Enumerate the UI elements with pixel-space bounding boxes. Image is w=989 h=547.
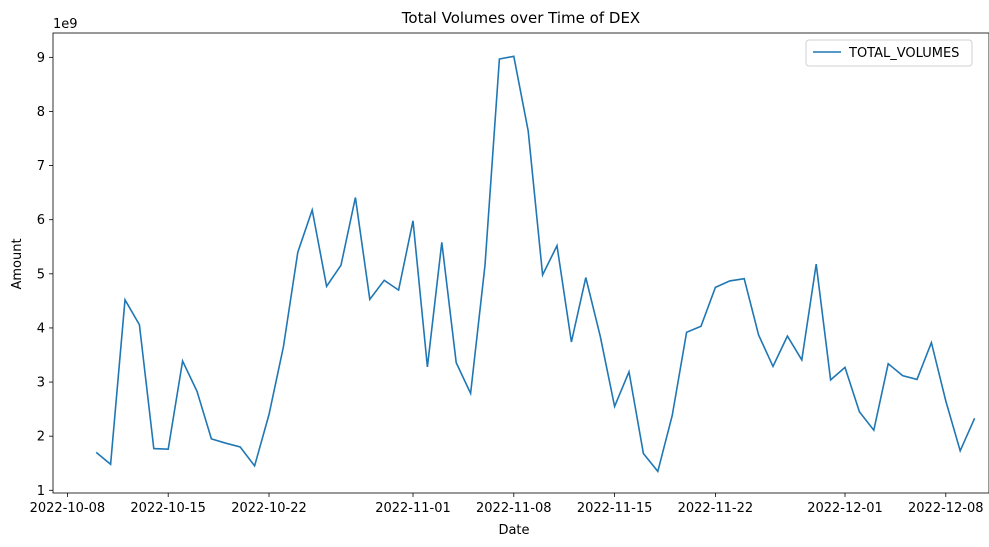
y-tick-label: 7 [37, 159, 45, 174]
x-tick-label: 2022-10-15 [130, 501, 206, 516]
y-axis-ticks: 1 2 3 4 5 6 7 8 9 [37, 51, 53, 499]
legend: TOTAL_VOLUMES [805, 39, 973, 67]
x-tick-label: 2022-11-22 [678, 501, 754, 516]
chart-title: Total Volumes over Time of DEX [401, 9, 640, 27]
series-line-total-volumes [95, 55, 976, 474]
y-tick-label: 5 [37, 267, 45, 282]
x-tick-label: 2022-10-22 [231, 501, 307, 516]
x-tick-label: 2022-11-08 [476, 501, 552, 516]
y-tick-label: 2 [37, 430, 45, 445]
y-tick-label: 4 [37, 321, 45, 336]
y-tick-label: 6 [37, 213, 45, 228]
x-axis-ticks: 2022-10-08 2022-10-15 2022-10-22 2022-11-01… [30, 493, 984, 516]
y-tick-label: 8 [37, 105, 45, 120]
x-tick-label: 2022-11-15 [577, 501, 653, 516]
x-tick-label: 2022-12-01 [807, 501, 883, 516]
legend-box [805, 39, 973, 67]
x-axis-title: Date [498, 523, 529, 538]
y-tick-label: 1 [37, 484, 45, 499]
x-tick-label: 2022-11-01 [375, 501, 451, 516]
legend-label: TOTAL_VOLUMES [848, 46, 959, 61]
x-tick-label: 2022-10-08 [30, 501, 106, 516]
plot-area [52, 32, 989, 494]
y-offset-label: 1e9 [53, 17, 78, 32]
y-axis-title: Amount [10, 238, 25, 289]
y-tick-label: 3 [37, 376, 45, 391]
y-tick-label: 9 [37, 51, 45, 66]
x-tick-label: 2022-12-08 [908, 501, 984, 516]
